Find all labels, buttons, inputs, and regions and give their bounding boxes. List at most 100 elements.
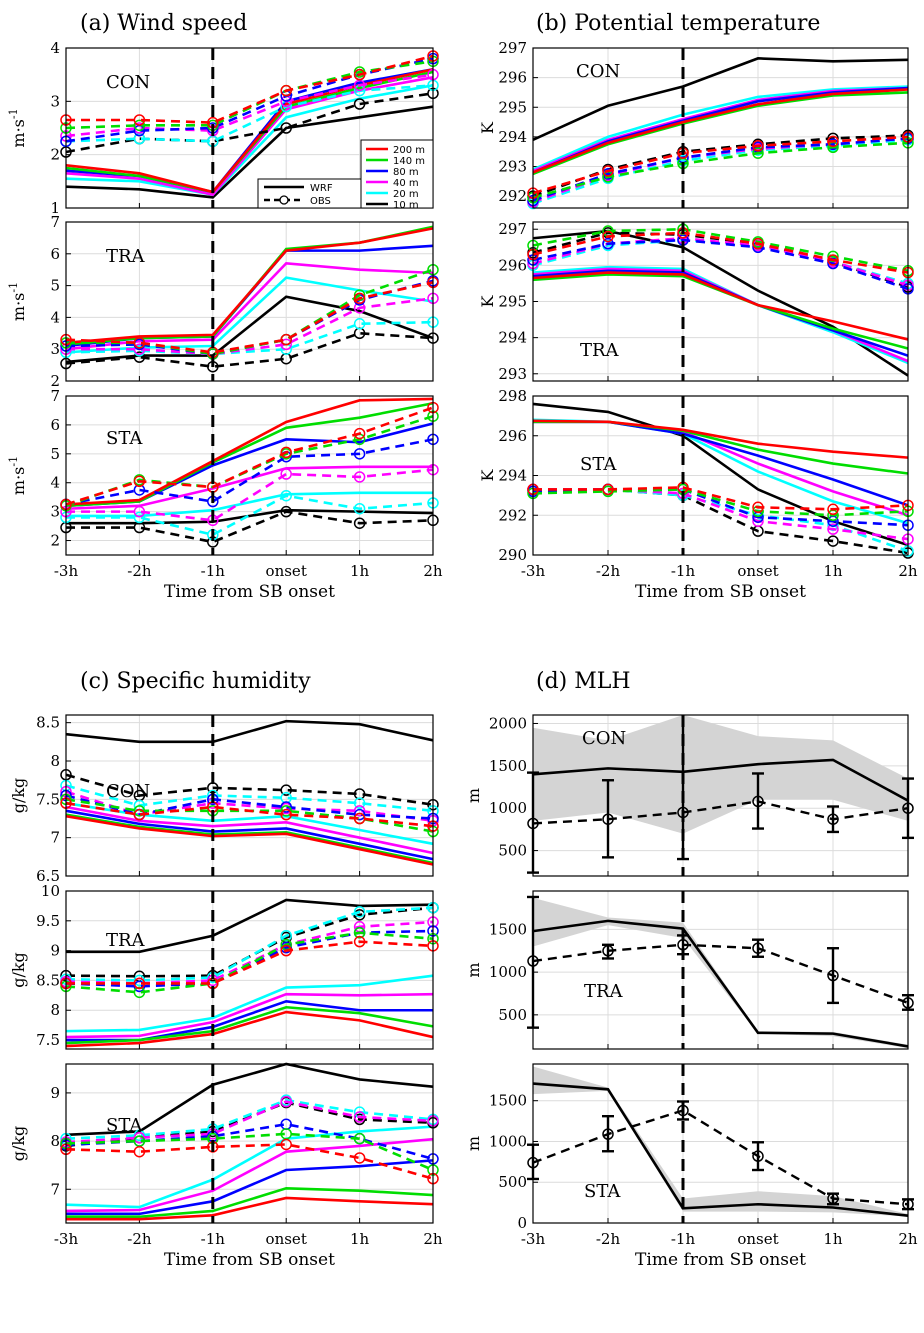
obs-marker <box>353 1111 366 1123</box>
subplot-d-sta: 0 500 1000 1500 STA m -3h -2h -1h onset 1h 2h Time f… <box>464 1063 918 1270</box>
y-tick-label: 2 <box>50 146 60 164</box>
y-tick-label: 1500 <box>489 757 527 775</box>
obs-marker <box>353 788 366 800</box>
series-obs-200m <box>66 940 434 985</box>
y-tick-label: 4 <box>50 39 60 57</box>
obs-marker <box>280 446 292 459</box>
y-tick-label: 500 <box>498 1173 527 1191</box>
series-obs-80m <box>532 238 909 291</box>
axes-frame <box>532 221 909 382</box>
y-tick-label: 8.5 <box>36 714 60 732</box>
obs-marker <box>353 517 366 529</box>
obs-marker <box>827 135 839 148</box>
x-axis-label: Time from SB onset <box>164 1250 335 1270</box>
y-axis-label: g/kg <box>9 778 28 814</box>
y-axis-label: K <box>478 121 497 134</box>
axes-frame <box>65 47 434 209</box>
y-tick-label: 1500 <box>489 920 527 938</box>
obs-marker <box>752 147 764 159</box>
group-label-con: CON <box>576 61 620 82</box>
x-tick-label: 1h <box>350 1230 370 1248</box>
series-obs-200m <box>65 406 434 506</box>
y-tick-label: 3 <box>50 92 60 110</box>
y-tick-label: 290 <box>498 546 527 564</box>
panel-title-a: (a) Wind speed <box>80 11 247 36</box>
group-label-tra: TRA <box>584 981 624 1002</box>
series-wrf-200m <box>532 88 909 174</box>
series-wrf-80m <box>65 809 434 861</box>
series-wrf-200m <box>532 271 909 341</box>
series-obs <box>532 943 909 1005</box>
obs-marker <box>280 944 292 957</box>
y-tick-label: 8.5 <box>36 971 60 989</box>
obs-marker <box>827 535 839 547</box>
obs-marker <box>133 1145 146 1158</box>
obs-marker <box>280 784 292 796</box>
axes-frame <box>65 221 434 382</box>
y-tick-label: 7 <box>50 1180 60 1198</box>
y-tick-label: 296 <box>498 69 527 87</box>
obs-marker <box>133 114 146 126</box>
series-obs-20m <box>66 494 434 537</box>
x-axis-label: Time from SB onset <box>635 1250 806 1270</box>
series-wrf-10m <box>65 105 434 199</box>
y-tick-label: 2 <box>50 532 60 550</box>
y-axis-label: m <box>464 962 483 977</box>
series-obs-40m <box>532 236 909 287</box>
series-wrf-80m <box>66 1159 434 1216</box>
series-wrf-20m <box>65 1125 434 1209</box>
obs-marker <box>280 122 292 134</box>
y-axis-label: m·s-1 <box>7 282 28 321</box>
x-tick-label: -3h <box>521 562 546 580</box>
axes-frame <box>532 714 909 877</box>
series-obs-20m <box>532 138 909 205</box>
y-axis-label: m <box>464 788 483 803</box>
y-tick-label: 7 <box>50 387 60 405</box>
obs-marker <box>827 250 839 263</box>
series-wrf-140m <box>532 91 909 176</box>
obs-marker <box>353 448 366 460</box>
obs-marker <box>133 1131 146 1144</box>
axes-frame <box>532 47 909 209</box>
x-tick-label: -2h <box>596 562 621 580</box>
y-tick-label: 294 <box>498 329 527 347</box>
series-obs-200m <box>532 231 909 274</box>
series-wrf <box>532 919 909 1048</box>
series-wrf-10m <box>66 508 434 525</box>
series-obs-80m <box>65 438 434 506</box>
group-label-tra: TRA <box>106 246 146 267</box>
y-tick-label: 9 <box>50 942 60 960</box>
subplot-c-tra: 7.5 8 8.5 9 9.5 10 TRA g/kg <box>9 882 439 1050</box>
obs-marker <box>133 475 146 488</box>
y-tick-label: 9.5 <box>36 912 60 930</box>
subplot-b-con: 292 293 294 295 296 297 CON K <box>478 39 914 210</box>
group-label-con: CON <box>582 728 626 749</box>
obs-marker <box>353 926 366 939</box>
obs-marker <box>133 337 146 349</box>
legend-wrf-label: WRF <box>310 183 333 194</box>
y-tick-label: 3 <box>50 340 60 358</box>
y-tick-label: 8 <box>50 752 60 770</box>
obs-marker <box>827 523 839 535</box>
x-tick-label: -3h <box>54 1230 79 1248</box>
x-tick-label: -1h <box>201 562 226 580</box>
y-tick-label: 7 <box>50 213 60 231</box>
y-axis-label: g/kg <box>9 952 28 988</box>
x-tick-label: onset <box>737 562 778 580</box>
obs-marker <box>133 799 146 812</box>
subplot-b-sta: 290 292 294 296 298 STA K -3h -2h -1h onset 1h 2h Tim… <box>478 387 918 602</box>
y-tick-label: 294 <box>498 128 527 146</box>
series-obs-140m <box>532 141 909 199</box>
x-tick-label: -1h <box>671 1230 696 1248</box>
legend-label-140m: 140 m <box>393 156 425 167</box>
series-wrf-200m <box>66 1196 434 1221</box>
series-obs-200m <box>65 801 434 828</box>
obs-marker <box>353 805 366 817</box>
x-tick-label: onset <box>266 562 307 580</box>
series-obs-20m <box>65 784 434 813</box>
obs-marker <box>280 505 292 518</box>
series-wrf-20m <box>65 974 434 1033</box>
